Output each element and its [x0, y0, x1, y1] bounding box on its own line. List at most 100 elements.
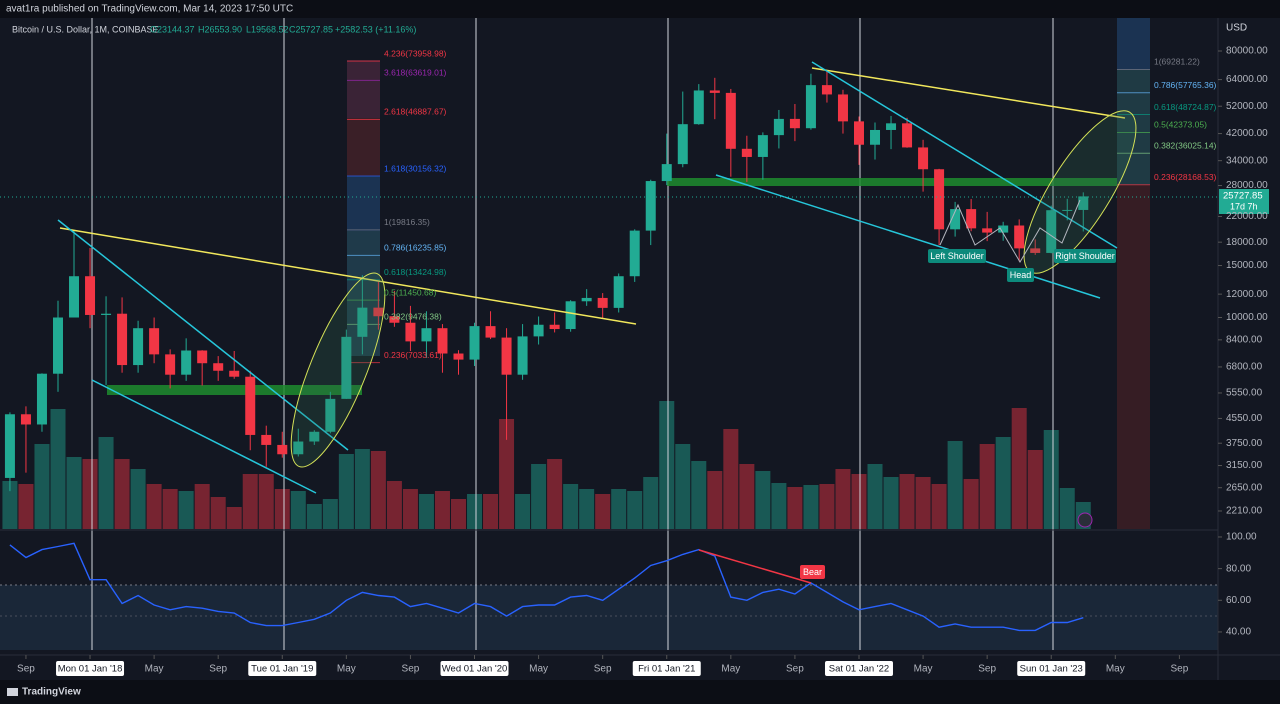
fib-band — [1117, 70, 1150, 185]
y-tick-label: 80000.00 — [1226, 46, 1268, 57]
candle-body — [998, 225, 1009, 233]
volume-bar — [322, 499, 338, 529]
candle-body — [1030, 248, 1041, 253]
logo[interactable]: TradingView — [22, 687, 81, 698]
candle-body — [966, 209, 977, 229]
y-tick-label: 18000.00 — [1226, 237, 1268, 248]
volume-bar — [178, 491, 194, 529]
volume-bar — [66, 457, 82, 529]
x-tick-box — [56, 661, 125, 676]
x-tick-label: May — [337, 664, 356, 675]
candle-body — [52, 317, 63, 374]
candle-body — [293, 441, 304, 455]
x-tick-label: May — [529, 664, 548, 675]
volume-bar — [1059, 488, 1075, 529]
x-tick-label: Sep — [786, 664, 804, 675]
annotation-box — [1007, 268, 1034, 282]
volume-bar — [226, 507, 242, 529]
volume-bar — [386, 481, 402, 529]
volume-bar — [450, 499, 466, 529]
price-tag — [1219, 189, 1269, 214]
axis-title: USD — [1226, 23, 1247, 34]
y-tick-label: 42000.00 — [1226, 128, 1268, 139]
candle-body — [261, 434, 272, 445]
x-tick-label: May — [721, 664, 740, 675]
candle-body — [309, 431, 320, 442]
candles — [4, 69, 1089, 632]
y-tick-label: 4550.00 — [1226, 413, 1263, 424]
volume-bar — [931, 484, 947, 529]
footer-bar — [0, 680, 1280, 704]
x-tick-label: May — [914, 664, 933, 675]
candle-body — [133, 328, 144, 366]
volume-bar — [627, 491, 643, 529]
volume-bar — [242, 474, 258, 529]
legend-high: H26553.90 — [198, 24, 242, 34]
volume-bar — [1027, 450, 1043, 529]
candle-body — [709, 90, 720, 93]
volume-bar — [258, 474, 274, 529]
ellipse — [290, 272, 386, 468]
volume-bar — [963, 479, 979, 529]
y-tick-label: 15000.00 — [1226, 260, 1268, 271]
volume-bar — [899, 474, 915, 529]
volume — [2, 401, 1091, 529]
candle-body — [101, 313, 112, 315]
volume-bar — [354, 449, 370, 529]
y-tick-label: 2650.00 — [1226, 482, 1263, 493]
legend-change: +2582.53 (+11.16%) — [335, 24, 416, 34]
candle-body — [982, 228, 993, 233]
volume-bar — [50, 409, 66, 529]
volume-bar — [835, 469, 851, 529]
x-tick-box — [440, 661, 509, 676]
channel-line — [57, 219, 349, 451]
volume-bar — [691, 461, 707, 529]
annotation-box — [1054, 249, 1116, 263]
candle-body — [789, 118, 800, 129]
volume-bar — [611, 489, 627, 529]
volume-bar — [707, 471, 723, 529]
candle-body — [453, 353, 464, 360]
rsi-tick-label: 60.00 — [1226, 595, 1251, 606]
volume-bar — [819, 484, 835, 529]
candle-body — [886, 123, 897, 130]
candle-body — [485, 326, 496, 338]
volume-bar — [2, 481, 18, 529]
y-tick-label: 5550.00 — [1226, 388, 1263, 399]
candle-body — [373, 307, 384, 317]
volume-bar — [547, 459, 563, 529]
legend-low: L19568.52 — [246, 24, 289, 34]
price-axis — [1218, 0, 1280, 680]
fib-band — [1117, 18, 1150, 70]
volume-bar — [114, 459, 130, 529]
candle-body — [20, 414, 31, 425]
volume-bar — [883, 477, 899, 529]
candle-body — [69, 276, 80, 318]
rsi-tick-label: 100.00 — [1226, 532, 1257, 543]
volume-bar — [755, 471, 771, 529]
candle-body — [501, 337, 512, 375]
y-tick-label: 8400.00 — [1226, 334, 1263, 345]
x-tick-label: Tue 01 Jan '19 — [251, 664, 313, 675]
candle-body — [245, 376, 256, 435]
candle-body — [229, 370, 240, 377]
candle-body — [533, 324, 544, 337]
drawings-under — [0, 18, 1218, 650]
fib-band — [1117, 185, 1150, 529]
rsi-tick-label: 80.00 — [1226, 563, 1251, 574]
y-tick-label: 34000.00 — [1226, 155, 1268, 166]
candle-body — [773, 118, 784, 136]
annotation: Head — [1010, 270, 1032, 280]
fib-label: 1(19816.35) — [384, 217, 430, 227]
volume-bar — [515, 494, 531, 529]
volume-bar — [418, 494, 434, 529]
volume-bar — [162, 489, 178, 529]
rsi-band — [0, 585, 1218, 650]
event-icon[interactable] — [1077, 512, 1093, 528]
candle-body — [629, 230, 640, 277]
volume-bar — [979, 444, 995, 529]
volume-bar — [82, 459, 98, 529]
support-zone — [667, 178, 1117, 186]
fib-label: 0.5(11450.68) — [384, 287, 436, 297]
